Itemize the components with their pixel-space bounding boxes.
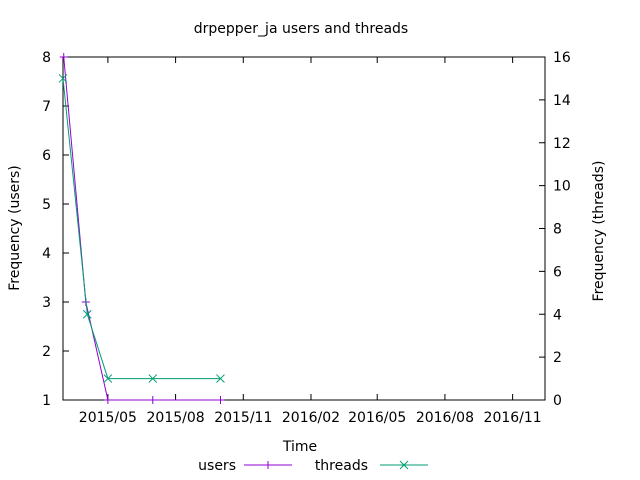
right-axis: 0 2 4 6 8 10 12 14 16 (539, 50, 571, 409)
right-tick-label: 10 (553, 179, 571, 195)
plot-border (62, 56, 546, 401)
left-tick-label: 3 (42, 295, 51, 311)
legend-item-users: users (198, 458, 292, 474)
users-point (148, 396, 157, 404)
x-tick-label: 2016/08 (416, 410, 474, 426)
left-tick-label: 6 (42, 148, 51, 164)
threads-series-line (62, 78, 221, 380)
left-tick-label: 8 (42, 50, 51, 66)
right-tick-label: 4 (553, 307, 562, 323)
left-axis: 1 2 3 4 5 6 7 8 (42, 50, 69, 409)
right-tick-label: 2 (553, 350, 562, 366)
users-point (216, 396, 225, 404)
x-tick-label: 2015/11 (214, 410, 272, 426)
left-tick-label: 1 (42, 393, 51, 409)
users-point (59, 53, 68, 61)
left-tick-label: 4 (42, 246, 51, 262)
x-tick-label: 2016/02 (282, 410, 340, 426)
right-axis-label: Frequency (threads) (591, 161, 607, 302)
threads-point (216, 374, 225, 383)
left-tick-label: 2 (42, 344, 51, 360)
x-axis: 2015/05 2015/08 2015/11 2016/02 2016/05 2016/… (79, 57, 542, 426)
users-point (103, 396, 112, 404)
users-series-line (63, 56, 221, 401)
legend-label: users (198, 458, 236, 474)
left-tick-label: 5 (42, 197, 51, 213)
threads-point (103, 374, 113, 383)
legend-item-threads: threads (315, 458, 428, 474)
right-tick-label: 0 (553, 393, 562, 409)
left-axis-label: Frequency (users) (7, 165, 23, 291)
chart-title: drpepper_ja users and threads (194, 21, 408, 37)
threads-point (148, 374, 158, 383)
right-tick-label: 6 (553, 264, 562, 280)
x-axis-label: Time (282, 439, 317, 455)
right-tick-label: 8 (553, 222, 562, 238)
series-layer (58, 53, 225, 404)
x-tick-label: 2016/11 (484, 410, 542, 426)
legend-swatch-marker (399, 460, 409, 470)
right-tick-label: 14 (553, 93, 571, 109)
plot-frame (62, 56, 546, 401)
legend-label: threads (315, 458, 368, 474)
x-tick-label: 2016/05 (348, 410, 406, 426)
legend: users threads (198, 458, 428, 474)
threads-point (82, 309, 92, 319)
x-tick-label: 2015/08 (147, 410, 205, 426)
left-tick-label: 7 (42, 99, 51, 115)
x-tick-label: 2015/05 (79, 410, 137, 426)
right-tick-label: 16 (553, 50, 571, 66)
threads-point (58, 74, 68, 83)
right-tick-label: 12 (553, 136, 571, 152)
legend-swatch-marker (264, 461, 272, 469)
